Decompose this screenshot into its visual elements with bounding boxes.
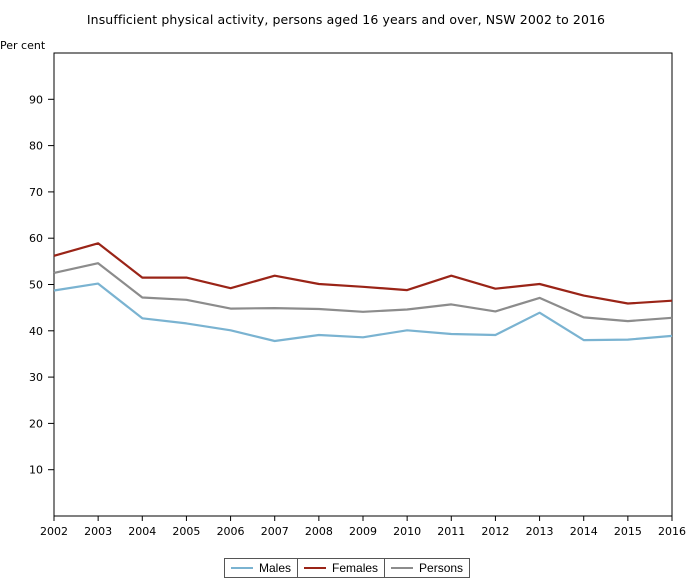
x-tick-label-2016: 2016: [658, 525, 686, 538]
x-tick-label-2004: 2004: [128, 525, 156, 538]
y-tick-label-80: 80: [29, 140, 43, 153]
y-tick-label-40: 40: [29, 325, 43, 338]
legend-swatch-males: [231, 567, 253, 569]
x-tick-label-2015: 2015: [614, 525, 642, 538]
legend-label-persons: Persons: [419, 561, 464, 575]
legend-item-persons: Persons: [385, 559, 469, 577]
legend-swatch-persons: [391, 567, 414, 569]
series-line-females: [53, 242, 673, 305]
x-tick-label-2006: 2006: [217, 525, 245, 538]
x-tick-label-2002: 2002: [40, 525, 68, 538]
x-tick-label-2009: 2009: [349, 525, 377, 538]
x-tick-label-2012: 2012: [481, 525, 509, 538]
y-tick-label-70: 70: [29, 186, 43, 199]
x-tick-label-2014: 2014: [570, 525, 598, 538]
x-tick-label-2011: 2011: [437, 525, 465, 538]
x-tick-label-2010: 2010: [393, 525, 421, 538]
y-tick-label-50: 50: [29, 279, 43, 292]
y-tick-label-10: 10: [29, 464, 43, 477]
legend-item-females: Females: [298, 559, 386, 577]
y-tick-label-30: 30: [29, 371, 43, 384]
series-line-males: [53, 282, 673, 343]
y-tick-label-60: 60: [29, 232, 43, 245]
legend-item-males: Males: [225, 559, 299, 577]
x-tick-label-2008: 2008: [305, 525, 333, 538]
legend: Males Females Persons: [224, 558, 471, 578]
x-tick-label-2007: 2007: [261, 525, 289, 538]
x-tick-label-2005: 2005: [172, 525, 200, 538]
y-tick-label-20: 20: [29, 417, 43, 430]
series-line-persons: [53, 262, 673, 323]
x-tick-label-2003: 2003: [84, 525, 112, 538]
x-tick-label-2013: 2013: [526, 525, 554, 538]
y-axis-label: Per cent: [0, 39, 46, 52]
chart-title: Insufficient physical activity, persons …: [86, 12, 606, 27]
legend-swatch-females: [304, 567, 327, 569]
legend-label-males: Males: [259, 561, 292, 575]
y-tick-label-90: 90: [29, 93, 43, 106]
plot-frame: [53, 52, 673, 517]
legend-label-females: Females: [332, 561, 379, 575]
